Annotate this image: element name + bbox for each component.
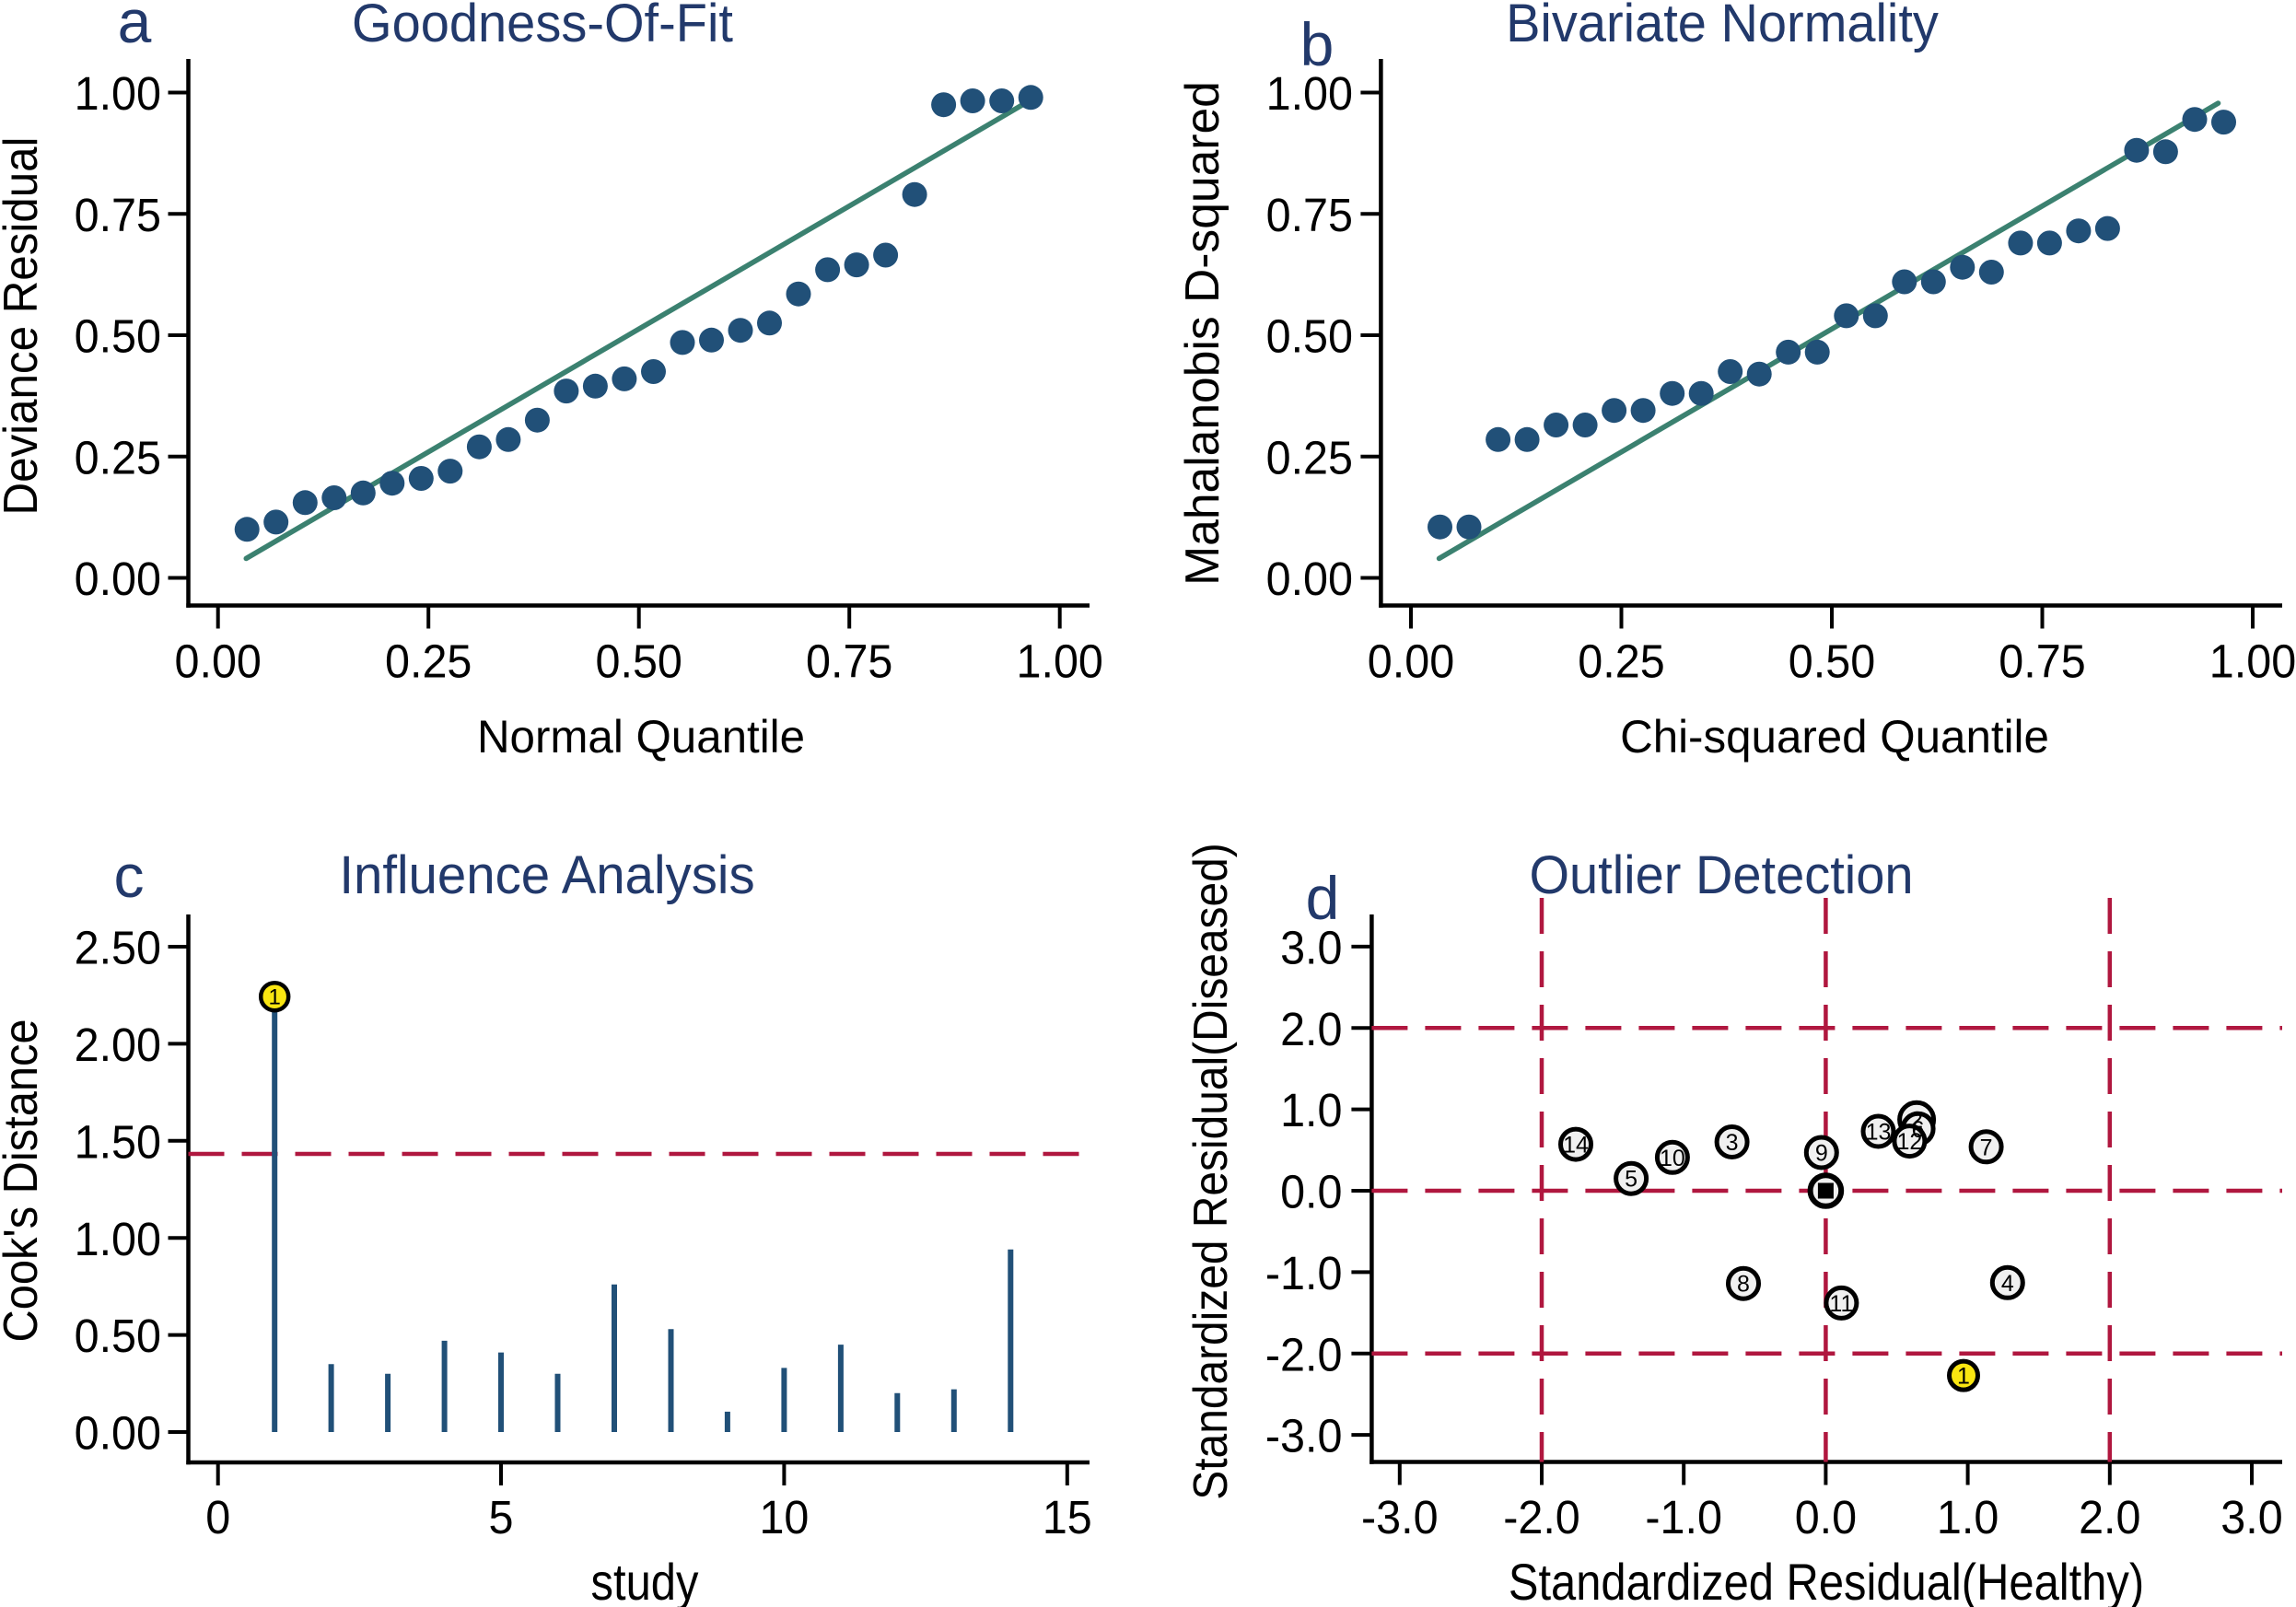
svg-text:0.00: 0.00 [1266, 553, 1353, 605]
svg-text:0.75: 0.75 [1266, 189, 1353, 241]
svg-text:Goodness-Of-Fit: Goodness-Of-Fit [352, 0, 733, 53]
svg-text:-1.0: -1.0 [1645, 1491, 1722, 1543]
svg-text:Deviance Residual: Deviance Residual [0, 137, 48, 516]
svg-text:0.50: 0.50 [1266, 310, 1353, 363]
svg-text:-2.0: -2.0 [1265, 1328, 1343, 1380]
svg-text:0: 0 [205, 1491, 230, 1543]
svg-text:a: a [118, 0, 152, 55]
svg-text:0.25: 0.25 [75, 431, 161, 483]
svg-text:d: d [1306, 864, 1340, 932]
svg-text:3.0: 3.0 [2220, 1491, 2282, 1543]
svg-text:3.0: 3.0 [1280, 922, 1342, 974]
svg-text:2: 2 [1910, 1108, 1923, 1134]
svg-text:0.50: 0.50 [75, 1310, 161, 1362]
svg-text:12: 12 [1896, 1129, 1922, 1155]
svg-text:7: 7 [1980, 1135, 1993, 1160]
svg-text:2.00: 2.00 [75, 1019, 161, 1071]
svg-text:study: study [591, 1553, 699, 1607]
svg-text:5: 5 [489, 1491, 514, 1543]
svg-text:1.50: 1.50 [75, 1115, 161, 1168]
svg-text:0.50: 0.50 [75, 310, 161, 363]
svg-text:15: 15 [1043, 1491, 1092, 1543]
svg-text:Influence Analysis: Influence Analysis [339, 845, 754, 905]
svg-text:0.75: 0.75 [1999, 635, 2085, 688]
svg-text:2.0: 2.0 [2079, 1491, 2140, 1543]
svg-text:1: 1 [269, 985, 281, 1010]
svg-text:0.00: 0.00 [75, 1407, 161, 1460]
svg-text:1.00: 1.00 [75, 1213, 161, 1265]
svg-text:0.0: 0.0 [1280, 1166, 1342, 1218]
svg-text:4: 4 [2001, 1271, 2014, 1297]
svg-text:0.0: 0.0 [1795, 1491, 1857, 1543]
svg-text:c: c [114, 842, 145, 910]
svg-text:-3.0: -3.0 [1361, 1491, 1439, 1543]
svg-text:Outlier Detection: Outlier Detection [1530, 845, 1914, 905]
svg-text:Chi-squared Quantile: Chi-squared Quantile [1620, 711, 2049, 763]
svg-text:Normal Quantile: Normal Quantile [477, 711, 805, 763]
svg-text:0.00: 0.00 [1368, 635, 1454, 688]
svg-text:Standardized Residual(Diseased: Standardized Residual(Diseased) [1184, 843, 1238, 1499]
svg-text:0.00: 0.00 [75, 553, 161, 605]
svg-text:5: 5 [1625, 1167, 1638, 1193]
svg-text:1: 1 [1957, 1364, 1970, 1390]
svg-text:0.25: 0.25 [1266, 431, 1353, 483]
svg-text:Standardized Residual(Healthy): Standardized Residual(Healthy) [1509, 1553, 2144, 1607]
svg-text:Cook's Distance: Cook's Distance [0, 1019, 48, 1343]
svg-text:0.75: 0.75 [806, 635, 892, 688]
svg-text:1.00: 1.00 [75, 67, 161, 120]
svg-text:Mahalanobis D-squared: Mahalanobis D-squared [1176, 81, 1230, 586]
svg-text:1.00: 1.00 [2209, 635, 2296, 688]
svg-text:0.00: 0.00 [175, 635, 262, 688]
svg-text:b: b [1300, 10, 1334, 78]
svg-text:1.00: 1.00 [1266, 67, 1353, 120]
svg-text:0.75: 0.75 [75, 189, 161, 241]
svg-text:-1.0: -1.0 [1265, 1247, 1343, 1299]
svg-text:8: 8 [1737, 1272, 1750, 1298]
svg-text:Bivariate Normality: Bivariate Normality [1506, 0, 1939, 53]
svg-text:11: 11 [1829, 1291, 1853, 1317]
svg-text:3: 3 [1726, 1130, 1739, 1156]
svg-text:2.0: 2.0 [1280, 1003, 1342, 1055]
svg-text:1.00: 1.00 [1017, 635, 1103, 688]
svg-text:6: 6 [1912, 1117, 1925, 1143]
svg-text:1.0: 1.0 [1937, 1491, 1999, 1543]
svg-text:10: 10 [1660, 1146, 1685, 1171]
svg-text:2.50: 2.50 [75, 922, 161, 974]
svg-text:9: 9 [1815, 1141, 1828, 1167]
svg-text:0.25: 0.25 [385, 635, 472, 688]
svg-text:0.50: 0.50 [1789, 635, 1875, 688]
svg-text:-3.0: -3.0 [1265, 1410, 1343, 1462]
svg-text:14: 14 [1563, 1133, 1589, 1159]
svg-text:0.25: 0.25 [1578, 635, 1664, 688]
svg-text:10: 10 [759, 1491, 809, 1543]
svg-text:1.0: 1.0 [1280, 1084, 1342, 1136]
svg-text:13: 13 [1866, 1120, 1892, 1146]
svg-text:0.50: 0.50 [596, 635, 682, 688]
svg-text:-2.0: -2.0 [1503, 1491, 1580, 1543]
